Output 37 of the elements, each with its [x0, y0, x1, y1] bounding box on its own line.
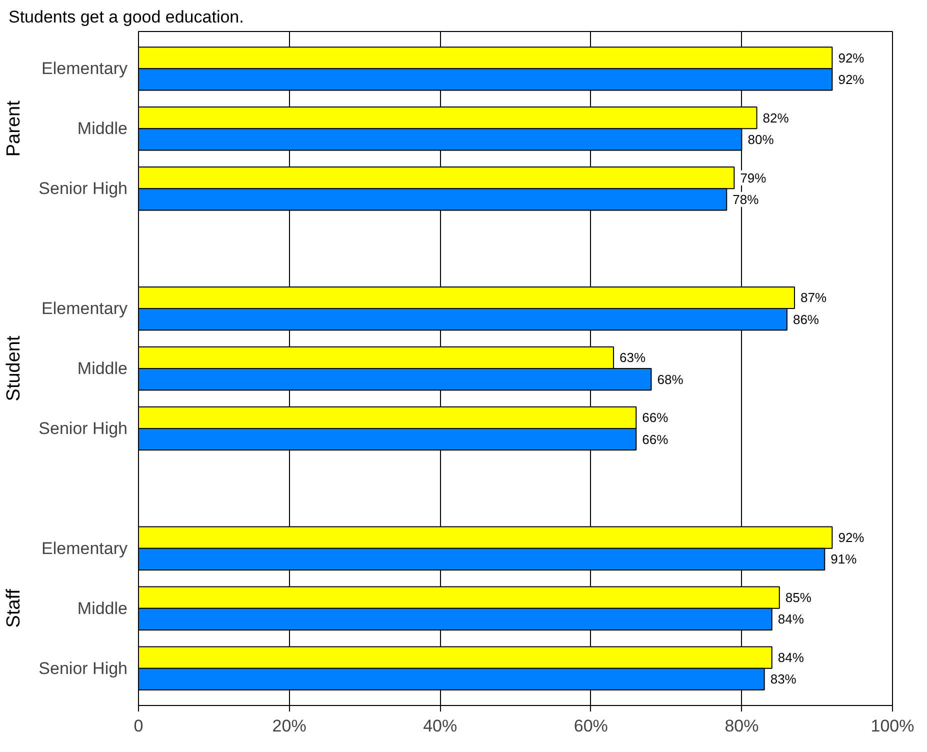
data-label: 66% [642, 432, 669, 447]
data-label: 86% [792, 312, 820, 327]
data-label: 79% [740, 170, 767, 186]
data-label: 91% [830, 552, 858, 567]
data-label: 63% [620, 350, 646, 366]
data-label: 80% [748, 132, 774, 147]
x-tick-label: 20% [272, 716, 306, 736]
y-tick-label: Senior High [38, 418, 128, 438]
data-label: 78% [732, 192, 760, 207]
x-tick-label: 40% [423, 716, 458, 736]
text: Staff [4, 588, 24, 628]
data-label: 68% [657, 372, 684, 387]
chart-title: Students get a good education. [8, 8, 244, 26]
text: Student [4, 335, 24, 402]
data-label: 92% [838, 72, 865, 87]
data-label: 82% [762, 110, 790, 126]
y-tick-label: Senior High [38, 179, 128, 198]
y-tick-label: Middle [77, 359, 128, 378]
y-tick-label: Elementary [42, 538, 128, 558]
data-label: 84% [778, 612, 804, 627]
text: Parent [4, 100, 24, 157]
data-label: 83% [770, 672, 797, 687]
data-label: 66% [642, 410, 669, 426]
y-tick-label: Middle [77, 119, 128, 138]
data-label: 85% [785, 590, 812, 606]
data-label: 87% [800, 290, 827, 306]
x-tick-label: 0 [134, 716, 144, 736]
x-tick-label: 60% [574, 716, 608, 736]
y-tick-label: Elementary [42, 59, 128, 78]
y-tick-label: Senior High [38, 658, 128, 678]
x-tick-label: 100% [870, 716, 914, 736]
data-label: 84% [778, 650, 804, 666]
x-tick-label: 80% [724, 716, 759, 736]
data-label: 92% [838, 530, 865, 546]
y-tick-label: Middle [77, 598, 128, 618]
data-label: 92% [838, 50, 865, 66]
y-tick-label: Elementary [42, 299, 128, 318]
